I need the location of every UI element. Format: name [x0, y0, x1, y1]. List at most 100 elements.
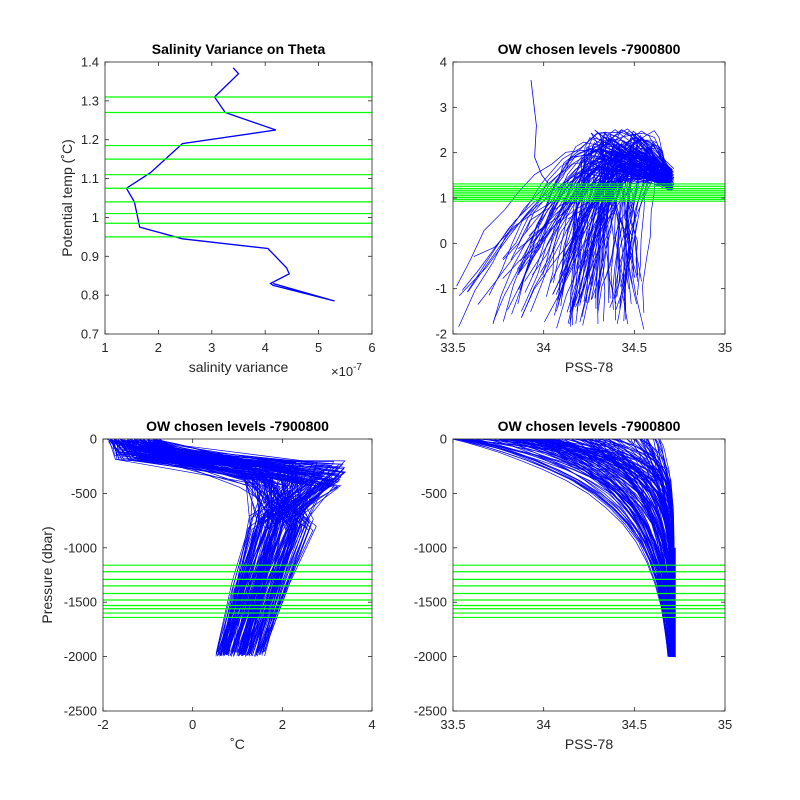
y-tick-label: 1.3	[81, 93, 99, 108]
y-tick-label: -1	[435, 281, 447, 296]
plot-content	[105, 67, 372, 302]
ts-profile	[502, 153, 673, 261]
temp-profile	[118, 440, 296, 652]
y-tick-label: -2000	[414, 649, 447, 664]
x-exponent-power: -7	[353, 362, 362, 373]
temp-profile	[144, 439, 299, 656]
y-tick-label: -1500	[64, 595, 97, 610]
y-axis-label: Potential temp (˚C)	[59, 139, 75, 256]
temp-profile	[142, 440, 260, 656]
y-tick-label: 0	[90, 432, 97, 447]
y-tick-label: 1	[92, 210, 99, 225]
y-tick-label: 0.9	[81, 249, 99, 264]
salinity-profile	[453, 439, 669, 657]
plot-content	[453, 439, 725, 658]
ts-profile	[502, 177, 673, 279]
temp-profile	[149, 439, 332, 652]
x-tick-label: 33.5	[440, 340, 465, 355]
temp-profile	[159, 440, 324, 653]
temp-profile	[139, 439, 340, 657]
y-tick-label: -2	[435, 327, 447, 342]
y-axis-label: Pressure (dbar)	[39, 526, 55, 623]
x-tick-label: 34	[536, 717, 550, 732]
salinity-profile	[526, 439, 670, 657]
y-tick-label: 0.8	[81, 288, 99, 303]
ts-profile	[616, 143, 672, 297]
x-tick-label: 35	[718, 340, 732, 355]
x-tick-label: 34.5	[622, 340, 647, 355]
ts-profile	[597, 133, 671, 306]
x-exponent-label: ×10-7	[331, 362, 362, 379]
y-tick-label: 1.4	[81, 55, 99, 70]
salinity-profile	[595, 439, 671, 657]
ts-profile	[585, 152, 670, 278]
ts-profile	[592, 165, 671, 278]
temp-profile	[121, 439, 333, 654]
y-tick-label: 1.1	[81, 171, 99, 186]
chart-title: Salinity Variance on Theta	[152, 41, 326, 57]
axes-frame	[452, 438, 726, 712]
ts-profile	[546, 146, 673, 297]
x-tick-label: 4	[368, 717, 375, 732]
temp-profile	[118, 440, 271, 657]
y-tick-label: 0.7	[81, 327, 99, 342]
x-tick-label: 0	[189, 717, 196, 732]
plot-area	[105, 62, 372, 334]
x-axis-label: salinity variance	[189, 359, 289, 375]
ts-profile	[569, 150, 672, 324]
x-tick-label: 34	[536, 340, 550, 355]
chart-title: OW chosen levels -7900800	[498, 41, 681, 57]
salinity-profile	[604, 439, 674, 657]
temp-profile	[111, 440, 340, 653]
temp-profile	[135, 439, 321, 656]
temp-profile	[131, 440, 303, 652]
salinity-profile	[476, 439, 672, 657]
x-tick-label: 2	[155, 340, 162, 355]
temp-profile	[156, 439, 314, 656]
y-tick-label: -1000	[64, 540, 97, 555]
y-tick-label: 1	[440, 191, 447, 206]
x-tick-label: 1	[101, 340, 108, 355]
temp-profile	[153, 439, 302, 657]
y-tick-label: -1500	[414, 595, 447, 610]
x-tick-label: 6	[368, 340, 375, 355]
temp-profile	[160, 439, 299, 653]
ts-profile	[561, 130, 675, 284]
x-tick-label: 35	[718, 717, 732, 732]
y-tick-label: -500	[421, 486, 447, 501]
y-tick-label: -2500	[414, 704, 447, 719]
y-tick-label: 1.2	[81, 132, 99, 147]
ts-profile	[558, 162, 670, 301]
plot-content	[453, 80, 725, 330]
y-tick-label: 2	[440, 145, 447, 160]
ts-profile	[596, 155, 670, 325]
salinity-profile	[579, 439, 673, 657]
y-tick-label: 4	[440, 55, 447, 70]
y-tick-label: -1000	[414, 540, 447, 555]
chart-3: -2 0 2 4 -2500 -2000 -1500 -1000 -500 0 OW chosen …	[39, 418, 376, 752]
temp-profile	[151, 440, 277, 656]
x-tick-label: 2	[279, 717, 286, 732]
y-tick-label: 0	[440, 236, 447, 251]
chart-4: 33.5 34 34.5 35 -2500 -2000 -1500 -1000 -500 0 OW …	[414, 418, 732, 752]
x-tick-label: -2	[97, 717, 109, 732]
ts-profile	[591, 137, 673, 287]
y-tick-label: -500	[71, 486, 97, 501]
x-axis-label: PSS-78	[565, 359, 613, 375]
x-tick-label: 34.5	[622, 717, 647, 732]
temp-profile	[115, 439, 285, 653]
ts-profile	[510, 153, 673, 261]
salinity-profile	[583, 439, 672, 657]
ts-profile	[571, 129, 674, 291]
y-tick-label: 0	[440, 432, 447, 447]
salinity-profile	[456, 439, 671, 657]
plot-content	[103, 439, 372, 657]
ts-profile	[605, 140, 672, 279]
ts-profile	[458, 160, 671, 328]
x-tick-label: 33.5	[440, 717, 465, 732]
chart-1: 1 2 3 4 5 6 0.7 0.8 0.9 1 1.1 1.2 1.3 1.4 Salinity Var…	[59, 41, 376, 379]
temp-profile	[156, 440, 334, 654]
axes-frame	[104, 61, 373, 335]
temp-profile	[154, 439, 318, 656]
